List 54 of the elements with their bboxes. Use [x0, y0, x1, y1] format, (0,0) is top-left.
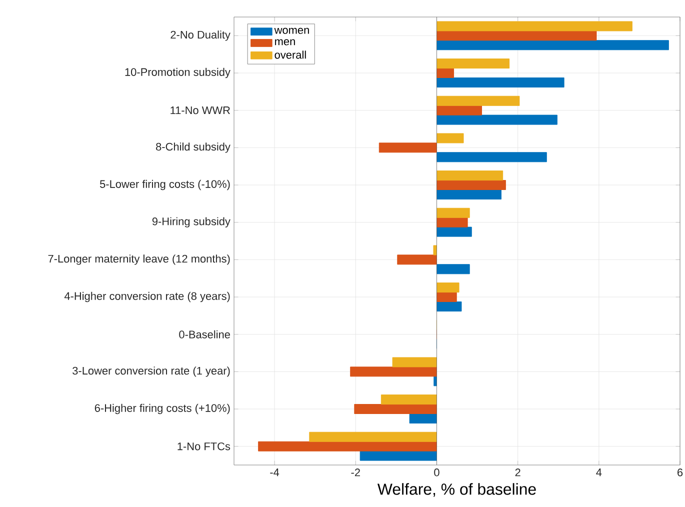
bar: [436, 133, 464, 144]
bar: [436, 114, 558, 125]
y-tick-label: 3-Lower conversion rate (1 year): [72, 366, 230, 377]
bar: [309, 432, 437, 442]
bar: [436, 170, 504, 181]
y-tick-label: 7-Longer maternity leave (12 months): [48, 254, 230, 265]
x-tick-label: 2: [515, 468, 520, 476]
legend-label: men: [275, 39, 295, 46]
bar: [436, 152, 547, 162]
y-tick-label: 5-Lower firing costs (-10%): [100, 180, 230, 190]
bar: [436, 226, 472, 237]
y-tick-label: 4-Higher conversion rate (8 years): [64, 292, 230, 302]
bar: [397, 254, 437, 265]
bar: [433, 245, 437, 256]
x-tick-label: 0: [434, 468, 440, 476]
bar: [360, 450, 437, 461]
bar: [436, 58, 510, 69]
x-tick-label: 4: [596, 468, 602, 476]
bar: [436, 292, 457, 302]
bar: [436, 40, 669, 50]
y-tick-label: 2-No Duality: [170, 30, 230, 41]
bar: [392, 357, 437, 368]
y-tick-label: 9-Hiring subsidy: [152, 217, 230, 228]
bar: [436, 301, 462, 312]
bar: [258, 441, 437, 452]
bar: [436, 217, 468, 228]
y-tick-label: 11-No WWR: [170, 106, 230, 114]
bar: [436, 77, 564, 88]
bar: [380, 394, 437, 405]
bar: [436, 208, 470, 218]
x-axis-title: Welfare, % of baseline: [377, 483, 536, 497]
bar: [436, 30, 597, 41]
bar: [436, 96, 520, 106]
y-tick-label: 1-No FTCs: [178, 442, 230, 450]
x-tick-label: 6: [678, 468, 683, 476]
y-tick-label: 0-Baseline: [179, 330, 230, 338]
bar: [436, 264, 470, 274]
bar: [436, 189, 502, 200]
bar: [436, 105, 482, 116]
bar: [409, 413, 437, 424]
y-tick-label: 6-Higher firing costs (+10%): [94, 404, 230, 414]
x-tick-label: -4: [270, 468, 280, 476]
bar: [436, 282, 460, 293]
bar: [436, 180, 506, 190]
x-tick-label: -2: [351, 468, 360, 476]
legend-label: overall: [274, 50, 306, 59]
bar: [436, 21, 632, 32]
bar: [350, 366, 437, 377]
bar: [354, 404, 437, 414]
bar: [378, 142, 437, 153]
y-tick-label: 10-Promotion subsidy: [125, 68, 230, 78]
y-tick-label: 8-Child subsidy: [156, 142, 230, 153]
legend-label: women: [274, 28, 309, 34]
bar: [436, 68, 454, 78]
